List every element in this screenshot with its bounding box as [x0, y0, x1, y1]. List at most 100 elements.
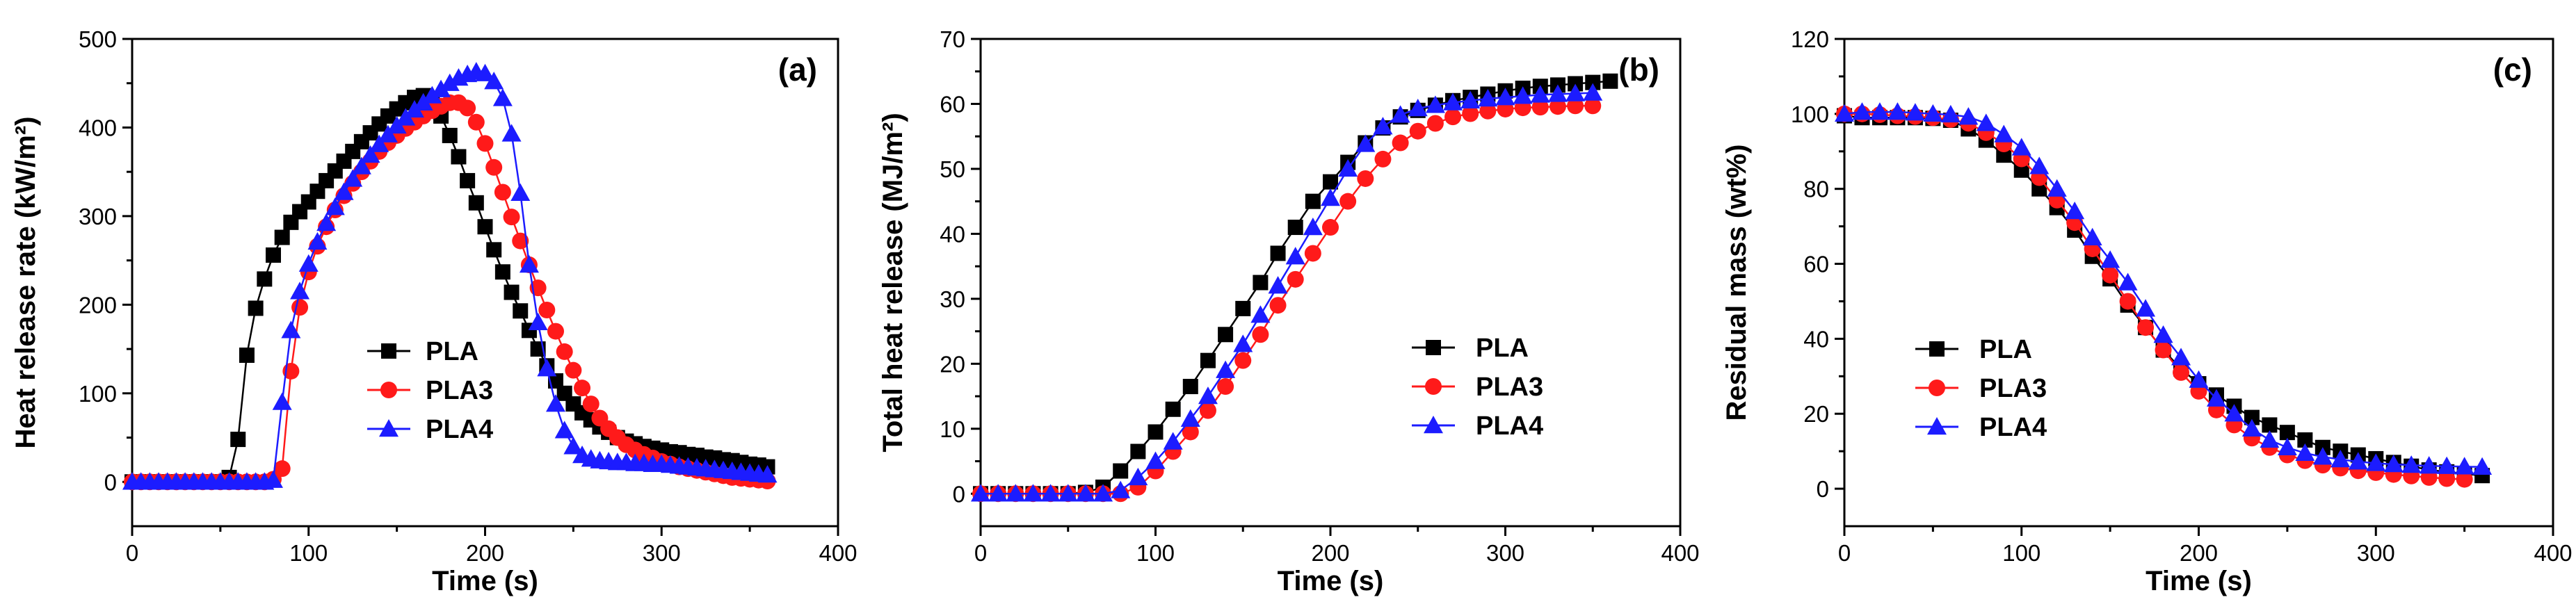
- data-point-pla3: [547, 323, 564, 340]
- x-tick-label: 300: [1486, 540, 1524, 566]
- data-point-pla4: [1023, 484, 1043, 502]
- data-point-pla4: [316, 213, 337, 231]
- data-point-pla4: [2065, 202, 2085, 220]
- data-point-pla: [1235, 300, 1251, 316]
- y-axis-title: Total heat release (MJ/m²): [878, 113, 908, 452]
- y-axis-title: Heat release rate (kW/m²): [10, 117, 41, 449]
- panel-label: (a): [778, 51, 817, 88]
- data-point-pla4: [2472, 457, 2493, 475]
- data-point-pla4: [1233, 334, 1253, 352]
- data-point-pla3: [2102, 266, 2119, 284]
- legend-marker-pla3: [1929, 380, 1945, 396]
- y-tick-label: 400: [79, 115, 117, 140]
- data-point-pla3: [2456, 471, 2473, 488]
- data-point-pla3: [1234, 352, 1252, 369]
- y-tick-label: 70: [940, 26, 965, 52]
- data-point-pla4: [1495, 88, 1515, 106]
- x-axis-title: Time (s): [2146, 566, 2252, 596]
- legend-label-pla: PLA: [1476, 334, 1529, 363]
- data-point-pla: [257, 271, 273, 287]
- data-point-pla4: [2277, 437, 2297, 455]
- data-point-pla4: [1958, 107, 1979, 125]
- data-point-pla: [477, 219, 493, 235]
- x-tick-label: 400: [1661, 540, 1699, 566]
- y-tick-label: 20: [940, 351, 965, 377]
- data-point-pla4: [1976, 113, 1996, 131]
- data-point-pla3: [2173, 364, 2190, 381]
- data-point-pla: [504, 284, 520, 300]
- x-axis-title: Time (s): [1278, 566, 1384, 596]
- data-point-pla3: [1374, 150, 1392, 168]
- data-point-pla3: [1531, 99, 1549, 116]
- data-point-pla4: [440, 73, 460, 91]
- data-point-pla: [1130, 443, 1146, 459]
- data-point-pla: [2279, 425, 2295, 441]
- data-point-pla: [2297, 432, 2313, 448]
- data-point-pla4: [1887, 102, 1908, 120]
- y-tick-label: 100: [79, 381, 117, 407]
- data-point-pla3: [1287, 270, 1304, 288]
- legend-label-pla4: PLA4: [426, 415, 493, 444]
- data-point-pla4: [1513, 86, 1533, 104]
- data-point-pla3: [2438, 470, 2456, 487]
- data-point-pla4: [2029, 156, 2050, 174]
- data-point-pla: [239, 348, 255, 364]
- data-point-pla4: [360, 145, 380, 163]
- data-point-pla4: [325, 197, 345, 215]
- data-point-pla4: [2366, 453, 2386, 471]
- data-point-pla4: [2082, 227, 2102, 245]
- data-point-pla4: [1040, 484, 1061, 502]
- data-point-pla4: [2295, 443, 2315, 462]
- data-point-pla3: [1252, 326, 1269, 343]
- data-point-pla3: [476, 135, 494, 152]
- data-point-pla4: [2171, 348, 2191, 366]
- data-point-pla4: [378, 124, 398, 142]
- y-axis-title: Residual mass (wt%): [1721, 145, 1752, 421]
- data-point-pla4: [1460, 90, 1481, 108]
- y-tick-label: 300: [79, 204, 117, 229]
- x-tick-label: 100: [2002, 540, 2040, 566]
- x-tick-label: 200: [466, 540, 504, 566]
- legend-marker-pla3: [380, 382, 397, 398]
- legend-marker-pla: [1929, 341, 1945, 357]
- data-point-pla4: [563, 437, 583, 455]
- legend-marker-pla3: [1425, 378, 1442, 395]
- legend: PLA PLA3 PLA4: [1915, 335, 2047, 442]
- data-point-pla3: [1426, 115, 1444, 132]
- data-point-pla4: [1373, 117, 1393, 135]
- data-point-pla4: [1994, 124, 2014, 142]
- data-point-pla3: [485, 158, 503, 176]
- data-point-pla4: [351, 156, 371, 174]
- data-point-pla4: [1869, 102, 1890, 120]
- data-point-pla3: [459, 99, 476, 117]
- series-line-pla: [1844, 115, 2483, 477]
- panel-label: (b): [1618, 51, 1659, 88]
- data-point-pla: [2013, 162, 2029, 178]
- data-point-pla4: [2206, 389, 2226, 407]
- data-point-pla4: [369, 134, 389, 152]
- data-point-pla3: [273, 460, 291, 478]
- y-tick-label: 0: [104, 469, 117, 495]
- data-point-pla4: [2437, 456, 2457, 474]
- data-point-pla: [1218, 327, 1234, 343]
- data-point-pla4: [1128, 467, 1148, 486]
- data-point-pla4: [1111, 480, 1131, 498]
- data-point-pla3: [512, 232, 529, 250]
- data-point-pla3: [538, 302, 556, 319]
- data-point-pla3: [1182, 423, 1199, 441]
- data-point-pla4: [1565, 83, 1586, 101]
- x-tick-label: 300: [643, 540, 681, 566]
- data-point-pla4: [988, 484, 1008, 502]
- data-point-pla3: [2119, 293, 2136, 310]
- data-point-pla: [248, 300, 264, 316]
- data-point-pla4: [2401, 455, 2422, 473]
- data-point-pla4: [757, 465, 778, 483]
- legend: PLA PLA3 PLA4: [367, 337, 493, 444]
- data-point-pla3: [503, 209, 520, 226]
- data-point-pla: [1585, 74, 1601, 90]
- data-point-pla3: [2137, 319, 2155, 336]
- x-tick-label: 0: [126, 540, 138, 566]
- data-point-pla4: [2047, 179, 2067, 197]
- y-tick-label: 100: [1791, 101, 1829, 127]
- data-point-pla4: [2260, 430, 2280, 448]
